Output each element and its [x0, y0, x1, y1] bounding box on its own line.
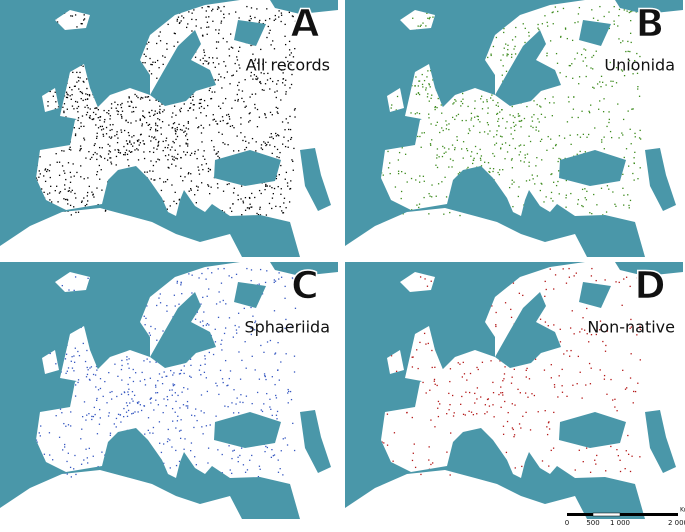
map-panel: A All records	[0, 0, 338, 257]
scale-label: 1 000	[610, 519, 630, 527]
scale-segment	[567, 513, 593, 516]
panel-letter: D	[634, 264, 666, 308]
scale-unit: Km	[680, 507, 685, 514]
scale-bar: 0 500 1 000 2 000 Km	[565, 507, 685, 528]
scale-label: 2 000	[668, 519, 685, 527]
panel-label: Sphaeriida	[244, 318, 330, 337]
panel-label: Unionida	[604, 56, 675, 75]
panel-label: Non-native	[587, 318, 675, 337]
panel-letter: C	[291, 264, 319, 308]
map-panel: C Sphaeriida	[0, 262, 338, 519]
map-panel: B Unionida	[345, 0, 683, 257]
scale-label: 0	[565, 519, 569, 527]
scale-label: 500	[586, 519, 599, 527]
panel-letter: B	[636, 2, 665, 46]
panel-letter: A	[290, 2, 320, 46]
map-panel: D Non-native	[345, 262, 683, 519]
scale-segment	[592, 512, 621, 517]
scale-segment	[620, 513, 678, 516]
panel-label: All records	[246, 56, 330, 75]
